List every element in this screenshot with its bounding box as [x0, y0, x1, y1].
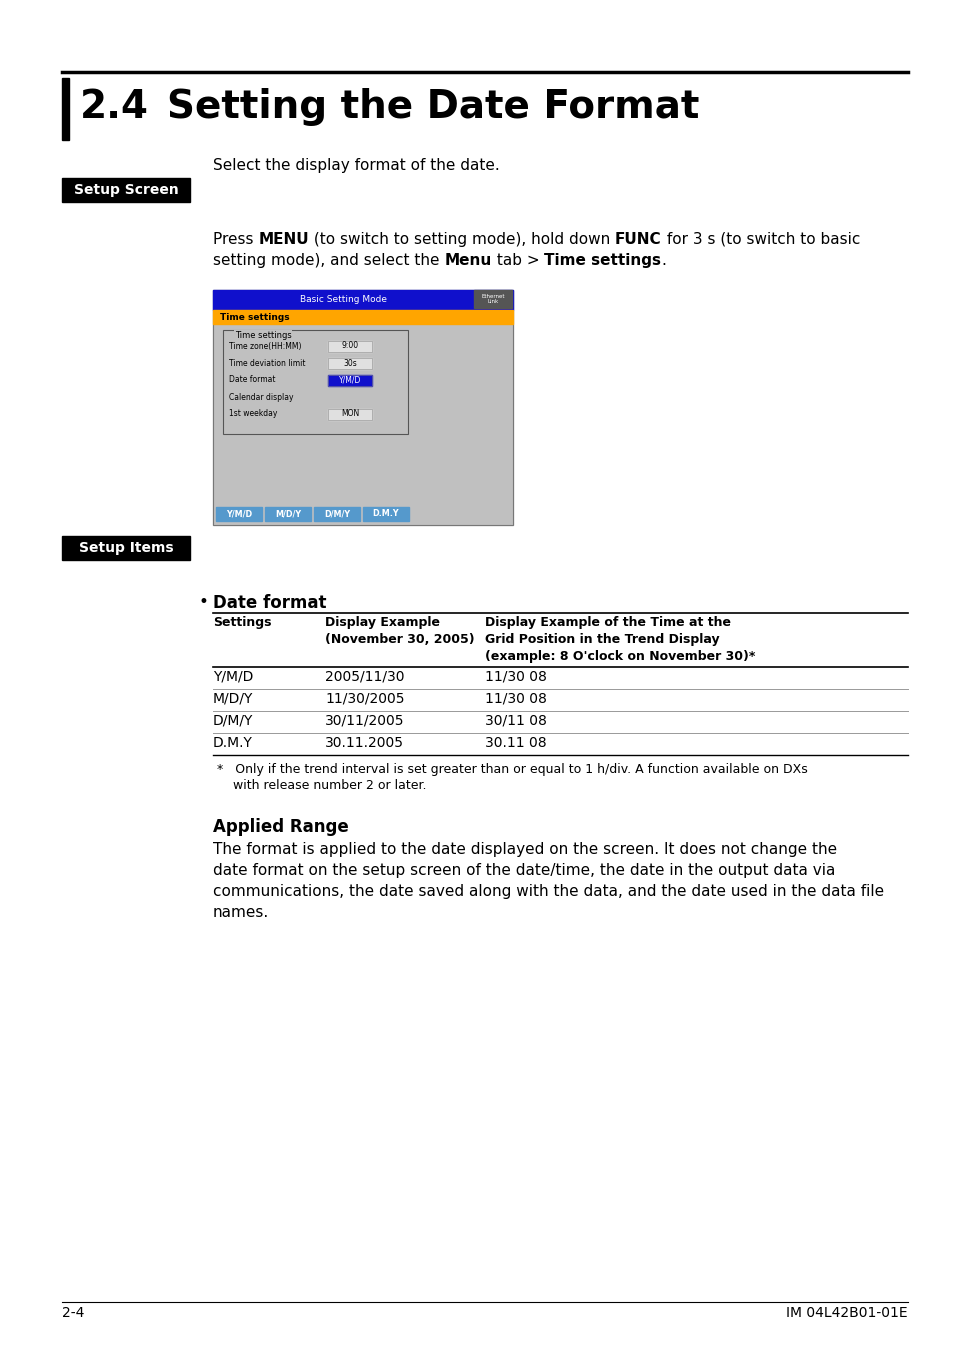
Text: Time deviation limit: Time deviation limit: [229, 359, 305, 367]
Bar: [62, 78, 69, 140]
Bar: [213, 290, 513, 525]
Text: Settings: Settings: [213, 616, 272, 629]
Text: Display Example
(November 30, 2005): Display Example (November 30, 2005): [325, 616, 475, 647]
Text: Time settings: Time settings: [543, 252, 660, 269]
Text: .: .: [660, 252, 665, 269]
Text: Date format: Date format: [213, 594, 326, 612]
Bar: [328, 374, 372, 386]
Text: 30/11/2005: 30/11/2005: [325, 714, 404, 728]
Bar: [215, 508, 262, 521]
Text: 30.11.2005: 30.11.2005: [325, 736, 403, 751]
Text: Setting the Date Format: Setting the Date Format: [167, 88, 699, 126]
Text: M/D/Y: M/D/Y: [213, 693, 253, 706]
Text: *   Only if the trend interval is set greater than or equal to 1 h/div. A functi: * Only if the trend interval is set grea…: [216, 763, 807, 776]
Bar: [265, 508, 311, 521]
Text: 30/11 08: 30/11 08: [484, 714, 546, 728]
Text: Time settings: Time settings: [234, 331, 292, 340]
Bar: [328, 358, 372, 369]
Text: Applied Range: Applied Range: [213, 818, 349, 836]
Text: Ethernet
Link: Ethernet Link: [480, 293, 504, 304]
Text: 1st weekday: 1st weekday: [229, 409, 277, 418]
Bar: [213, 290, 513, 310]
Text: 2-4: 2-4: [62, 1305, 84, 1320]
Text: communications, the date saved along with the data, and the date used in the dat: communications, the date saved along wit…: [213, 884, 883, 899]
Text: IM 04L42B01-01E: IM 04L42B01-01E: [785, 1305, 907, 1320]
Bar: [223, 329, 408, 433]
Text: (to switch to setting mode), hold down: (to switch to setting mode), hold down: [309, 232, 615, 247]
Text: 11/30 08: 11/30 08: [484, 670, 546, 684]
Text: 2.4: 2.4: [80, 88, 149, 126]
Text: •: •: [199, 593, 209, 612]
Bar: [328, 409, 372, 420]
Text: Calendar display: Calendar display: [229, 393, 294, 401]
Text: Press: Press: [213, 232, 258, 247]
Bar: [363, 508, 409, 521]
Bar: [62, 536, 190, 560]
Text: Select the display format of the date.: Select the display format of the date.: [213, 158, 499, 173]
Text: Y/M/D: Y/M/D: [213, 670, 253, 684]
Text: MON: MON: [340, 409, 358, 418]
Text: 11/30 08: 11/30 08: [484, 693, 546, 706]
Text: date format on the setup screen of the date/time, the date in the output data vi: date format on the setup screen of the d…: [213, 863, 835, 878]
Text: D/M/Y: D/M/Y: [324, 509, 350, 518]
Text: 2005/11/30: 2005/11/30: [325, 670, 404, 684]
Bar: [474, 290, 512, 308]
Bar: [328, 340, 372, 351]
Text: 30s: 30s: [343, 359, 356, 367]
Bar: [328, 374, 372, 386]
Text: 30.11 08: 30.11 08: [484, 736, 546, 751]
Text: names.: names.: [213, 904, 269, 919]
Text: for 3 s (to switch to basic: for 3 s (to switch to basic: [661, 232, 860, 247]
Text: D/M/Y: D/M/Y: [213, 714, 253, 728]
Bar: [328, 409, 372, 420]
Bar: [328, 340, 372, 351]
Text: Y/M/D: Y/M/D: [226, 509, 252, 518]
Bar: [62, 178, 190, 202]
Text: D.M.Y: D.M.Y: [213, 736, 253, 751]
Text: Y/M/D: Y/M/D: [338, 375, 361, 385]
Text: 11/30/2005: 11/30/2005: [325, 693, 404, 706]
Text: Basic Setting Mode: Basic Setting Mode: [300, 296, 387, 305]
Text: Setup Screen: Setup Screen: [73, 184, 178, 197]
Text: Time zone(HH:MM): Time zone(HH:MM): [229, 342, 301, 351]
Text: Display Example of the Time at the
Grid Position in the Trend Display
(example: : Display Example of the Time at the Grid …: [484, 616, 755, 663]
Bar: [213, 310, 513, 324]
Bar: [328, 358, 372, 369]
Text: Time settings: Time settings: [220, 312, 290, 321]
Text: Date format: Date format: [229, 375, 275, 385]
Text: FUNC: FUNC: [615, 232, 661, 247]
Text: MENU: MENU: [258, 232, 309, 247]
Text: tab >: tab >: [491, 252, 543, 269]
Text: 9:00: 9:00: [341, 342, 358, 351]
Text: D.M.Y: D.M.Y: [373, 509, 399, 518]
Text: The format is applied to the date displayed on the screen. It does not change th: The format is applied to the date displa…: [213, 842, 836, 857]
Text: Menu: Menu: [444, 252, 491, 269]
Text: setting mode), and select the: setting mode), and select the: [213, 252, 444, 269]
Text: M/D/Y: M/D/Y: [274, 509, 301, 518]
Text: Setup Items: Setup Items: [78, 541, 173, 555]
Bar: [314, 508, 359, 521]
Text: with release number 2 or later.: with release number 2 or later.: [216, 779, 426, 792]
Bar: [213, 290, 513, 525]
